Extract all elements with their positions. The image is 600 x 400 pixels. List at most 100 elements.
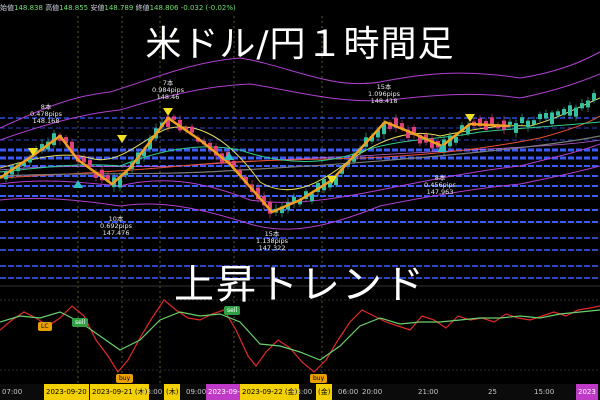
close-label: 終値: [135, 4, 150, 12]
candle-body: [382, 122, 386, 135]
candle-body: [418, 134, 422, 144]
time-tick-highlight: 2023-09-22 (金): [240, 384, 300, 400]
buy-marker-icon: [224, 152, 234, 160]
candle-body: [370, 135, 374, 142]
time-tick: 07:00: [2, 388, 23, 396]
candle-body: [256, 187, 260, 200]
buy-tag[interactable]: buy: [116, 374, 134, 383]
annotation-bars: 8本: [434, 174, 446, 182]
time-tick: 15:00: [534, 388, 555, 396]
candle-body: [292, 196, 296, 204]
candle-body: [466, 125, 470, 134]
time-axis[interactable]: 07:00 2023-09-20 2023-09-21 (木) 03:00 (木…: [0, 384, 600, 400]
sell-marker-icon: [465, 114, 475, 122]
candle-body: [82, 157, 86, 163]
candle-body: [94, 171, 98, 178]
band-line: [0, 73, 600, 141]
time-tick-highlight: 2023: [576, 384, 598, 400]
ma-line: [0, 121, 600, 173]
candle-body: [538, 113, 542, 120]
oscillator-fast-line: [0, 299, 600, 374]
candle-body: [172, 116, 176, 120]
session-separators: [77, 16, 323, 384]
time-tick: 03:00: [142, 388, 163, 396]
time-tick-highlight: (金): [316, 384, 333, 400]
candle-body: [394, 117, 398, 128]
open-label: 始値: [0, 4, 14, 12]
high-label: 高値: [45, 4, 60, 12]
swing-annotation: 8本 0.478pips 148.168: [30, 104, 62, 125]
ohlc-header: 始値148.838 高値148.855 安値148.789 終値148.806 …: [0, 0, 600, 16]
annotation-price: 148.46: [156, 93, 180, 101]
candle-body: [238, 169, 242, 176]
sell-marker-icon: [28, 148, 38, 156]
candle-body: [298, 199, 302, 205]
candle-body: [100, 169, 104, 181]
candle-body: [22, 162, 26, 167]
lc-tag[interactable]: LC: [38, 322, 52, 331]
candle-body: [412, 126, 416, 136]
annotation-price: 147.476: [102, 229, 130, 237]
candle-body: [16, 164, 20, 172]
sell-marker-icon: [327, 176, 337, 184]
buy-tag[interactable]: buy: [310, 374, 328, 383]
candle-body: [124, 172, 128, 176]
band-line: [0, 51, 600, 129]
annotation-pips: 0.478pips: [30, 110, 63, 118]
candle-body: [526, 120, 530, 128]
candle-body: [148, 138, 152, 150]
candle-body: [520, 117, 524, 124]
sell-tag[interactable]: sell: [224, 306, 241, 315]
buy-marker-icon: [73, 180, 83, 188]
candle-body: [592, 93, 596, 101]
annotation-pips: 0.456pips: [424, 181, 457, 189]
sell-tag[interactable]: sell: [72, 318, 89, 327]
candle-body: [64, 137, 68, 144]
candle-body: [88, 160, 92, 167]
candle-body: [280, 206, 284, 214]
annotation-price: 147.963: [426, 188, 454, 196]
time-tick-highlight: 2023-09-20: [44, 384, 89, 400]
annotation-bars: 7本: [162, 79, 174, 87]
annotation-bars: 15本: [264, 230, 280, 238]
trend-caption: 上昇トレンド: [174, 262, 426, 308]
candle-body: [310, 193, 314, 202]
time-tick: 03:00: [292, 388, 313, 396]
ma-line: [0, 97, 600, 191]
annotation-bars: 10本: [108, 215, 124, 223]
candle-body: [232, 160, 236, 167]
candle-body: [70, 141, 74, 153]
candle-body: [376, 129, 380, 138]
candle-body: [334, 176, 338, 186]
high-value: 148.855: [59, 4, 89, 12]
time-tick: 25: [488, 388, 497, 396]
sell-marker-icon: [117, 135, 127, 143]
candle-body: [430, 138, 434, 149]
swing-annotation: 10本 0.692pips 147.476: [100, 216, 132, 237]
swing-annotation: 8本 0.456pips 147.963: [424, 175, 456, 196]
open-value: 148.838: [14, 4, 43, 12]
annotation-bars: 15本: [376, 83, 392, 91]
buy-marker-icon: [437, 144, 447, 152]
annotation-pips: 1.096pips: [368, 90, 401, 98]
oscillator-panel: [0, 285, 600, 374]
time-tick: 06:00: [338, 388, 359, 396]
moving-averages: [0, 97, 600, 191]
annotation-price: 147.322: [258, 244, 286, 252]
annotation-price: 148.168: [32, 117, 60, 125]
candle-body: [340, 168, 344, 174]
annotation-pips: 0.692pips: [100, 222, 133, 230]
band-line: [0, 143, 600, 203]
candle-body: [568, 105, 572, 116]
candle-body: [268, 201, 272, 214]
candle-body: [550, 112, 554, 124]
candle-body: [490, 117, 494, 125]
candle-body: [244, 176, 248, 184]
candle-body: [460, 125, 464, 132]
ma-line: [0, 135, 600, 177]
candle-body: [328, 182, 332, 188]
candle-body: [586, 100, 590, 108]
swing-markers: [28, 108, 475, 188]
